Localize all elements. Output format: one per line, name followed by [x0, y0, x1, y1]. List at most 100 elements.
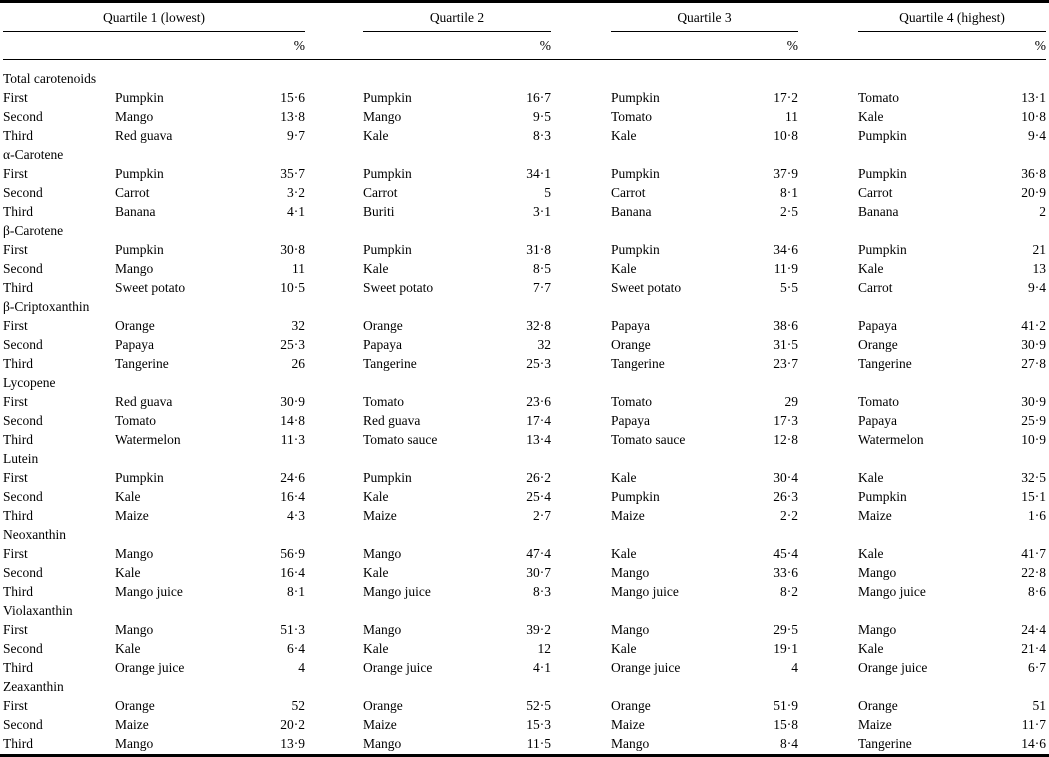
percent-cell: 51 [1032, 698, 1047, 713]
rank-cell: Third [3, 280, 33, 295]
section-row: Total carotenoids [3, 69, 1046, 88]
food-cell: Tangerine [115, 356, 169, 371]
food-cell: Mango juice [858, 584, 926, 599]
food-cell: Orange juice [363, 660, 433, 675]
section-row: Lutein [3, 449, 1046, 468]
percent-cell: 8·2 [780, 584, 798, 599]
food-cell: Orange juice [115, 660, 185, 675]
percent-cell: 32 [537, 337, 552, 352]
percent-cell: 51·9 [773, 698, 798, 713]
section-row: Zeaxanthin [3, 677, 1046, 696]
quartile-header: Quartile 4 (highest) [858, 3, 1046, 32]
percent-cell: 15·1 [1021, 489, 1046, 504]
food-cell: Kale [858, 470, 884, 485]
percent-cell: 11·5 [526, 736, 551, 751]
food-cell: Mango [611, 736, 650, 751]
food-cell: Sweet potato [363, 280, 434, 295]
table-row: First Pumpkin 24·6 Pumpkin 26·2 Kale 30·4 Kale 3… [3, 468, 1046, 487]
table-row: Second Maize 20·2 Maize 15·3 Maize 15·8 Maize 11… [3, 715, 1046, 734]
percent-cell: 25·3 [280, 337, 305, 352]
percent-cell: 13·4 [526, 432, 551, 447]
percent-cell: 8·1 [287, 584, 305, 599]
table-row: Third Banana 4·1 Buriti 3·1 Banana 2·5 Banana 2 [3, 202, 1046, 221]
percent-cell: 11·3 [280, 432, 305, 447]
percent-cell: 17·4 [526, 413, 551, 428]
food-cell: Tangerine [858, 736, 912, 751]
section-label: Total carotenoids [3, 71, 97, 86]
food-cell: Tangerine [363, 356, 417, 371]
food-cell: Papaya [363, 337, 402, 352]
food-cell: Carrot [115, 185, 150, 200]
percent-cell: 4·3 [287, 508, 305, 523]
percent-cell: 17·2 [773, 90, 798, 105]
table-row: Second Kale 6·4 Kale 12 Kale 19·1 Kale 21·4 [3, 639, 1046, 658]
section-row: β-Criptoxanthin [3, 297, 1046, 316]
table-row: Third Mango juice 8·1 Mango juice 8·3 Mango j… [3, 582, 1046, 601]
food-cell: Mango [363, 109, 402, 124]
percent-cell: 5 [544, 185, 551, 200]
percent-cell: 21 [1032, 242, 1047, 257]
food-cell: Pumpkin [363, 90, 412, 105]
quartile-header-row: Quartile 1 (lowest) Quartile 2 Quartile 3 Q… [3, 3, 1046, 32]
rank-cell: Second [3, 717, 43, 732]
food-cell: Kale [363, 641, 389, 656]
food-cell: Banana [115, 204, 156, 219]
food-cell: Red guava [115, 394, 173, 409]
percent-cell: 16·7 [526, 90, 551, 105]
table-row: Second Tomato 14·8 Red guava 17·4 Papaya 17·3 P… [3, 411, 1046, 430]
percent-cell: 31·8 [526, 242, 551, 257]
percent-cell: 32 [291, 318, 306, 333]
food-cell: Buriti [363, 204, 395, 219]
food-cell: Pumpkin [115, 166, 164, 181]
table-row: First Pumpkin 30·8 Pumpkin 31·8 Pumpkin 34·6 Pu… [3, 240, 1046, 259]
percent-cell: 4·1 [287, 204, 305, 219]
table-row: Third Orange juice 4 Orange juice 4·1 Orange … [3, 658, 1046, 677]
percent-cell: 3·1 [533, 204, 551, 219]
percent-cell: 15·3 [526, 717, 551, 732]
percent-cell: 26·3 [773, 489, 798, 504]
food-cell: Pumpkin [115, 470, 164, 485]
table-body: Total carotenoids First Pumpkin 15·6 Pumpkin… [3, 60, 1046, 753]
section-label: β-Carotene [3, 223, 64, 238]
food-cell: Mango [363, 622, 402, 637]
table-row: Second Kale 16·4 Kale 30·7 Mango 33·6 Mango 22·8 [3, 563, 1046, 582]
section-label: Violaxanthin [3, 603, 73, 618]
percent-cell: 52·5 [526, 698, 551, 713]
food-cell: Maize [363, 717, 397, 732]
rank-cell: Third [3, 128, 33, 143]
food-cell: Tangerine [858, 356, 912, 371]
food-cell: Kale [858, 109, 884, 124]
percent-cell: 25·4 [526, 489, 551, 504]
table-row: First Orange 32 Orange 32·8 Papaya 38·6 Papaya 4… [3, 316, 1046, 335]
percent-header: % [539, 38, 551, 53]
percent-cell: 26 [291, 356, 306, 371]
food-cell: Kale [115, 641, 141, 656]
percent-cell: 52 [291, 698, 306, 713]
table-row: First Pumpkin 35·7 Pumpkin 34·1 Pumpkin 37·9 Pu… [3, 164, 1046, 183]
rank-cell: First [3, 546, 28, 561]
percent-cell: 34·6 [773, 242, 798, 257]
percent-cell: 26·2 [526, 470, 551, 485]
section-label: Lycopene [3, 375, 56, 390]
food-cell: Pumpkin [858, 128, 907, 143]
percent-cell: 29 [784, 394, 799, 409]
percent-cell: 8·3 [533, 584, 551, 599]
quartile-header: Quartile 3 [611, 3, 798, 32]
rank-cell: Second [3, 565, 43, 580]
percent-cell: 9·7 [287, 128, 305, 143]
percent-cell: 30·4 [773, 470, 798, 485]
percent-cell: 20·2 [280, 717, 305, 732]
table-row: Second Papaya 25·3 Papaya 32 Orange 31·5 Orange… [3, 335, 1046, 354]
food-cell: Maize [115, 508, 149, 523]
percent-cell: 2·2 [780, 508, 798, 523]
percent-cell: 51·3 [280, 622, 305, 637]
food-cell: Kale [858, 261, 884, 276]
rank-cell: First [3, 90, 28, 105]
food-cell: Carrot [611, 185, 646, 200]
food-cell: Pumpkin [858, 166, 907, 181]
percent-cell: 6·4 [287, 641, 305, 656]
percent-cell: 39·2 [526, 622, 551, 637]
food-cell: Mango [858, 622, 897, 637]
food-cell: Orange juice [858, 660, 928, 675]
